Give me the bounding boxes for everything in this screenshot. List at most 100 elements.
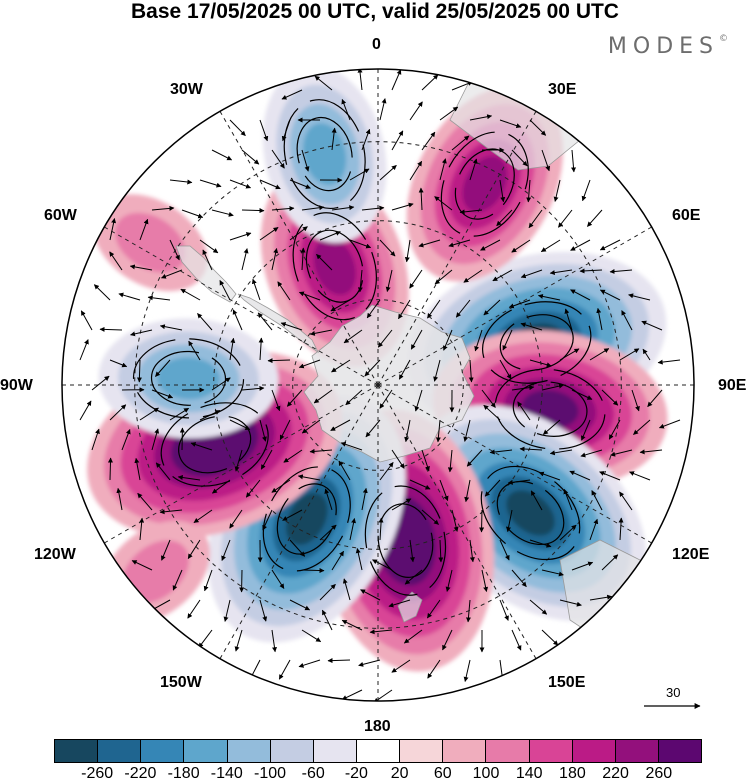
south-america: [175, 245, 237, 303]
wind-arrow: [342, 578, 351, 601]
wind-arrow: [259, 419, 267, 442]
stream-contour: [283, 99, 366, 209]
wind-arrow: [155, 462, 171, 481]
wind-arrow: [426, 599, 441, 619]
wind-arrow: [499, 179, 506, 203]
wind-arrow: [301, 205, 325, 211]
wind-arrow: [609, 268, 633, 274]
wind-arrow: [139, 517, 145, 541]
wind-arrow: [469, 114, 493, 121]
wind-arrow: [79, 339, 89, 361]
wind-arrow: [434, 269, 453, 285]
wind-arrow: [438, 539, 444, 563]
wind-arrow: [571, 561, 594, 571]
wind-arrow: [540, 239, 561, 253]
wind-arrow: [229, 179, 252, 189]
wind-arrow: [379, 164, 397, 181]
anomaly-contour: [506, 490, 555, 536]
wind-arrow: [259, 119, 269, 142]
wind-arrow: [541, 383, 564, 391]
stream-contour: [364, 485, 447, 596]
wind-arrow: [131, 560, 153, 571]
wind-arrow: [558, 209, 573, 228]
legend-swatch: [400, 740, 444, 762]
wind-arrow: [116, 487, 123, 511]
wind-arrow: [587, 209, 603, 227]
lon-label-150w: 150W: [160, 674, 202, 691]
wind-arrow: [511, 629, 522, 651]
wind-arrow: [601, 554, 619, 571]
wind-arrow: [481, 389, 496, 408]
wind-arrow: [241, 248, 249, 271]
wind-arrow: [631, 389, 640, 412]
legend-tick-label: -60: [301, 765, 325, 782]
wind-arrow: [433, 359, 441, 382]
copyright-mark: ©: [719, 34, 728, 44]
stream-contour: [262, 466, 351, 572]
wind-arrow: [499, 539, 510, 561]
wind-arrow: [398, 359, 411, 380]
wind-arrow: [281, 89, 303, 100]
wind-arrow: [409, 269, 423, 289]
wind-arrow: [366, 299, 381, 319]
wind-arrow: [349, 168, 370, 181]
wind-arrow: [529, 359, 552, 368]
wind-arrow: [466, 449, 483, 467]
wind-arrow: [511, 569, 527, 588]
wind-arrow: [439, 106, 459, 121]
wind-arrow: [349, 517, 357, 541]
wind-arrow: [358, 659, 381, 667]
wind-arrow: [481, 569, 489, 593]
wind-arrow: [421, 509, 439, 525]
wind-arrow: [338, 460, 351, 481]
wind-arrow: [147, 295, 171, 301]
wind-arrow: [257, 312, 273, 331]
wind-arrow: [455, 299, 471, 318]
wind-arrow: [169, 407, 190, 421]
wind-arrow: [109, 404, 127, 421]
wind-arrow: [409, 160, 423, 181]
wind-arrow: [331, 550, 344, 571]
wind-arrow: [553, 179, 561, 202]
wind-arrow: [241, 149, 260, 165]
wind-arrow: [570, 239, 591, 251]
wind-arrow: [564, 308, 573, 331]
wind-arrow: [331, 205, 355, 211]
anomaly-contour: [286, 492, 328, 545]
legend-swatch: [98, 740, 142, 762]
wind-arrow: [199, 179, 222, 188]
lon-label-120e: 120E: [672, 546, 710, 563]
stream-contour: [454, 148, 515, 220]
lon-label-150e: 150E: [548, 674, 586, 691]
wind-arrow: [169, 179, 193, 185]
wind-arrow: [327, 658, 351, 664]
wind-arrow: [549, 449, 573, 456]
legend-tick-label: 20: [390, 765, 409, 782]
wind-arrow: [271, 206, 295, 212]
wind-arrow: [229, 232, 252, 241]
legend-tick-label: -180: [167, 765, 200, 782]
wind-arrow: [309, 448, 333, 454]
wind-arrow: [580, 449, 603, 458]
wind-arrow: [251, 278, 261, 301]
stream-contour: [296, 116, 353, 192]
wind-arrow: [496, 209, 513, 227]
stream-contour: [482, 301, 592, 384]
wind-arrow: [443, 329, 453, 351]
wind-arrow: [234, 629, 243, 652]
wind-arrow: [219, 280, 231, 301]
graticule: [62, 69, 694, 701]
wind-arrow: [277, 281, 291, 301]
wind-arrow: [541, 569, 564, 577]
stream-contour: [494, 368, 606, 450]
lon-label-60e: 60E: [672, 207, 701, 224]
wind-arrow: [190, 442, 213, 451]
wind-arrow: [499, 599, 509, 621]
wind-arrow: [492, 269, 513, 282]
wind-arrow: [451, 509, 459, 532]
wind-arrow: [529, 119, 547, 136]
wind-arrow: [480, 239, 501, 251]
wind-arrow: [286, 389, 303, 407]
wind-arrow: [391, 449, 405, 469]
legend-swatch: [572, 740, 616, 762]
